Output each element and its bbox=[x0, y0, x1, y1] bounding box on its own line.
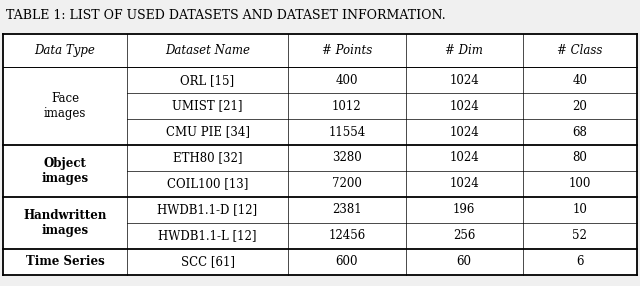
Text: 1024: 1024 bbox=[449, 151, 479, 164]
Text: 68: 68 bbox=[572, 126, 588, 138]
Text: 12456: 12456 bbox=[328, 229, 365, 242]
Text: Data Type: Data Type bbox=[35, 44, 95, 57]
Text: Object
images: Object images bbox=[42, 157, 88, 185]
Text: 60: 60 bbox=[457, 255, 472, 268]
Text: 6: 6 bbox=[576, 255, 584, 268]
Text: CMU PIE [34]: CMU PIE [34] bbox=[166, 126, 250, 138]
Text: 1012: 1012 bbox=[332, 100, 362, 113]
Text: SCC [61]: SCC [61] bbox=[180, 255, 234, 268]
Text: 2381: 2381 bbox=[332, 203, 362, 216]
Text: 1024: 1024 bbox=[449, 100, 479, 113]
Text: HWDB1.1-D [12]: HWDB1.1-D [12] bbox=[157, 203, 257, 216]
Text: Handwritten
images: Handwritten images bbox=[23, 209, 107, 237]
Text: ORL [15]: ORL [15] bbox=[180, 74, 235, 87]
Text: 1024: 1024 bbox=[449, 74, 479, 87]
Text: 10: 10 bbox=[572, 203, 588, 216]
Text: 196: 196 bbox=[453, 203, 476, 216]
Text: 40: 40 bbox=[572, 74, 588, 87]
Text: HWDB1.1-L [12]: HWDB1.1-L [12] bbox=[158, 229, 257, 242]
Text: # Points: # Points bbox=[322, 44, 372, 57]
Text: 80: 80 bbox=[572, 151, 588, 164]
Text: 20: 20 bbox=[572, 100, 588, 113]
Text: ETH80 [32]: ETH80 [32] bbox=[173, 151, 243, 164]
Text: 256: 256 bbox=[453, 229, 476, 242]
Text: 100: 100 bbox=[568, 177, 591, 190]
Text: 7200: 7200 bbox=[332, 177, 362, 190]
Text: Face
images: Face images bbox=[44, 92, 86, 120]
Text: # Class: # Class bbox=[557, 44, 602, 57]
Text: UMIST [21]: UMIST [21] bbox=[172, 100, 243, 113]
Text: 11554: 11554 bbox=[328, 126, 365, 138]
Text: 1024: 1024 bbox=[449, 126, 479, 138]
Text: 600: 600 bbox=[335, 255, 358, 268]
Text: 400: 400 bbox=[335, 74, 358, 87]
Text: Time Series: Time Series bbox=[26, 255, 104, 268]
Text: Dataset Name: Dataset Name bbox=[165, 44, 250, 57]
Text: 3280: 3280 bbox=[332, 151, 362, 164]
Text: 52: 52 bbox=[572, 229, 588, 242]
Text: TABLE 1: LIST OF USED DATASETS AND DATASET INFORMATION.: TABLE 1: LIST OF USED DATASETS AND DATAS… bbox=[6, 9, 446, 21]
Bar bbox=[3, 34, 637, 275]
Text: 1024: 1024 bbox=[449, 177, 479, 190]
Text: COIL100 [13]: COIL100 [13] bbox=[167, 177, 248, 190]
Text: # Dim: # Dim bbox=[445, 44, 483, 57]
